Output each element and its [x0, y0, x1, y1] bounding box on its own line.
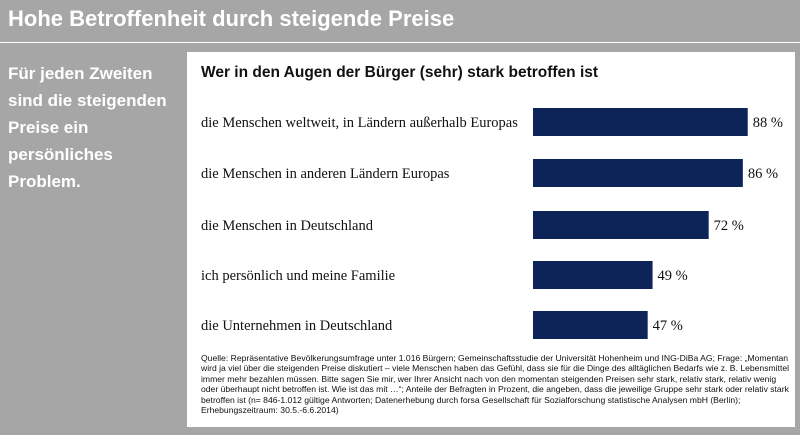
category-label: die Menschen weltweit, in Ländern außerh… [201, 115, 518, 131]
bar [533, 159, 743, 187]
header-divider [0, 42, 800, 43]
source-note: Quelle: Repräsentative Bevölkerungsumfra… [201, 353, 790, 416]
bar [533, 211, 709, 239]
category-label: die Menschen in anderen Ländern Europas [201, 166, 450, 182]
page-title: Hohe Betroffenheit durch steigende Preis… [8, 6, 455, 31]
value-label: 47 % [653, 318, 683, 334]
value-label: 88 % [753, 115, 783, 131]
bar-chart: die Menschen weltweit, in Ländern außerh… [201, 108, 783, 339]
side-note: Für jeden Zweiten sind die steigenden Pr… [8, 64, 167, 191]
value-label: 86 % [748, 166, 778, 182]
bar [533, 311, 648, 339]
category-label: die Menschen in Deutschland [201, 218, 374, 234]
value-label: 49 % [658, 268, 688, 284]
value-label: 72 % [714, 218, 744, 234]
bar [533, 108, 748, 136]
chart-title: Wer in den Augen der Bürger (sehr) stark… [201, 64, 599, 81]
category-label: die Unternehmen in Deutschland [201, 318, 393, 334]
chart-panel: Wer in den Augen der Bürger (sehr) stark… [187, 52, 795, 427]
bar [533, 261, 653, 289]
category-label: ich persönlich und meine Familie [201, 268, 395, 284]
